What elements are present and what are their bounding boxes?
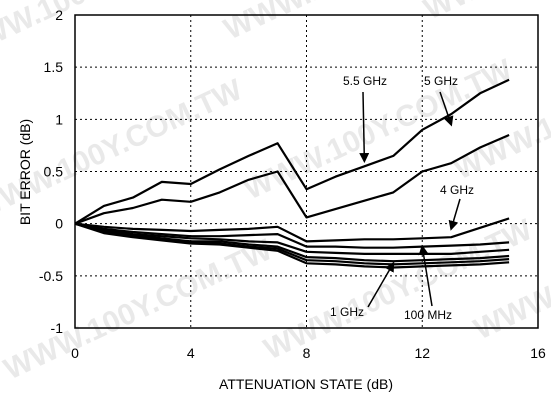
annotations: 5.5 GHz 5 GHz 4 GHz 1 GHz 100 MHz	[330, 74, 474, 322]
series-line	[74, 217, 510, 243]
y-tick-label: -1	[51, 320, 64, 336]
series-line	[74, 222, 510, 255]
annotation-label: 5.5 GHz	[343, 74, 387, 88]
annotation-arrow	[367, 261, 395, 308]
annotation-label: 100 MHz	[404, 308, 452, 322]
y-tick-label: 0.5	[44, 164, 64, 180]
x-tick-label: 16	[530, 345, 546, 361]
x-tick-labels: 0 4 8 12 16	[71, 345, 546, 361]
x-tick-label: 12	[414, 345, 430, 361]
x-tick-label: 0	[71, 345, 79, 361]
series-layer	[74, 78, 510, 269]
series-line	[74, 78, 510, 225]
x-tick-label: 8	[303, 345, 311, 361]
watermark-text: WWW.100Y.COM.TW	[419, 0, 551, 26]
watermark-text: WWW.100Y.COM.TW	[259, 213, 538, 366]
y-tick-label: 1	[55, 111, 63, 127]
y-tick-label: 2	[55, 7, 63, 23]
series-line	[74, 222, 510, 249]
watermark-text: WWW.100Y.COM.TW	[0, 233, 278, 386]
annotation-arrow	[359, 91, 370, 164]
annotation-label: 4 GHz	[440, 183, 474, 197]
series-line	[74, 222, 510, 269]
y-tick-label: 1.5	[44, 59, 64, 75]
y-tick-labels: -1 -0.5 0 0.5 1 1.5 2	[39, 7, 63, 336]
annotation-arrow	[439, 91, 454, 127]
annotation-arrow	[448, 198, 461, 231]
annotation-arrow	[418, 244, 433, 307]
x-tick-label: 4	[187, 345, 195, 361]
y-tick-label: -0.5	[39, 268, 63, 284]
annotation-label: 1 GHz	[330, 305, 364, 319]
y-tick-label: 0	[55, 216, 63, 232]
plot-frame	[74, 14, 539, 329]
x-axis-title: ATTENUATION STATE (dB)	[219, 376, 393, 392]
y-axis-title: BIT ERROR (dB)	[17, 119, 33, 225]
watermark-text: WWW.100Y.COM.TW	[0, 0, 228, 66]
annotation-label: 5 GHz	[424, 74, 458, 88]
watermark-text: WWW.100Y.COM.TW	[0, 73, 248, 226]
series-line	[74, 133, 510, 225]
